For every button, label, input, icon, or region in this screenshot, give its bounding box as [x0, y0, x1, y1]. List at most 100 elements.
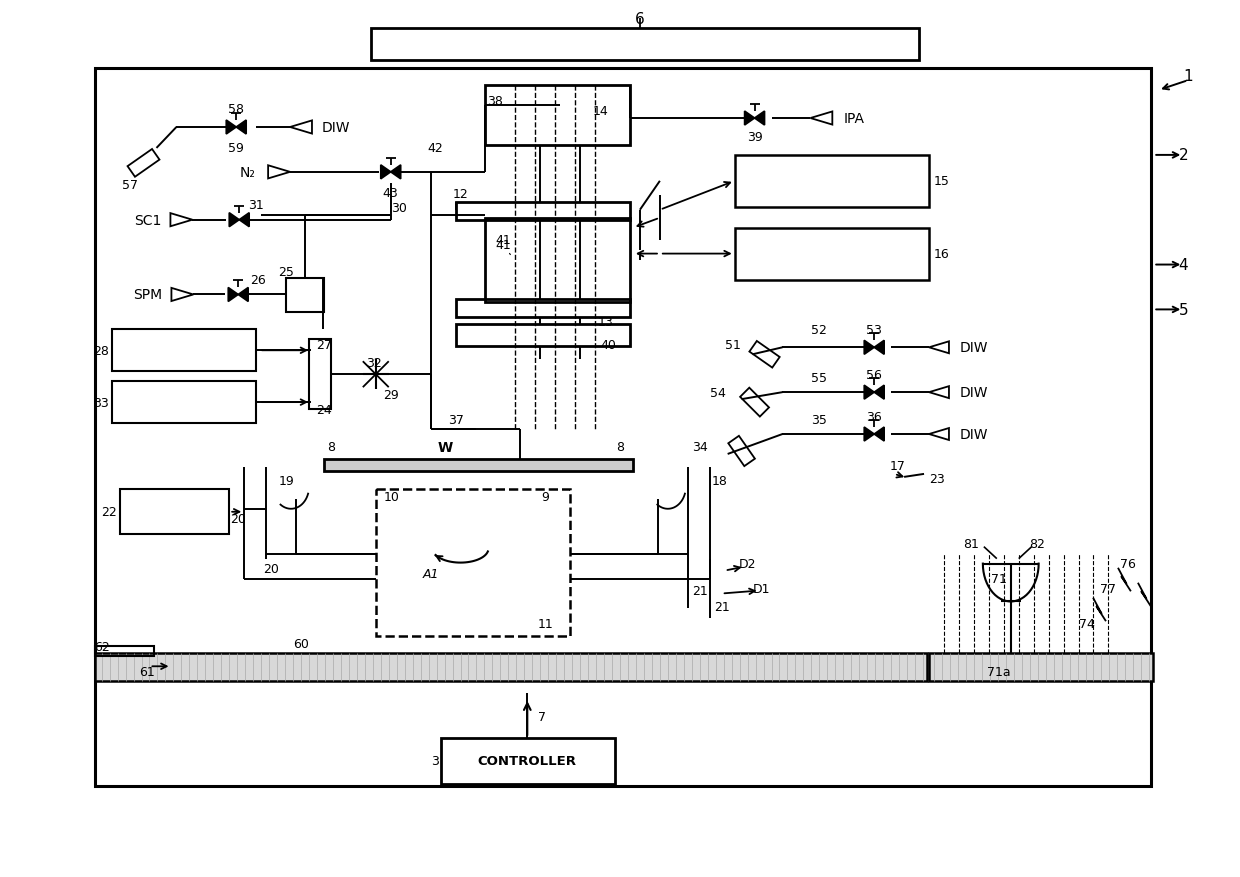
Text: 52: 52 [811, 324, 827, 337]
Text: 26: 26 [250, 274, 267, 287]
Polygon shape [391, 166, 401, 180]
Text: 39: 39 [746, 132, 763, 145]
Bar [455, 325, 630, 347]
Text: 40: 40 [600, 339, 616, 352]
Text: 21: 21 [692, 584, 708, 597]
Bar [929, 653, 1153, 681]
Text: 58: 58 [228, 103, 244, 116]
Text: 11: 11 [537, 617, 553, 631]
Text: 7: 7 [538, 709, 547, 723]
Bar [749, 341, 780, 368]
Bar [734, 228, 929, 280]
Text: 20: 20 [263, 562, 279, 575]
Text: CONTROLLER: CONTROLLER [477, 754, 577, 767]
Text: SC1: SC1 [134, 213, 161, 227]
Text: 53: 53 [867, 324, 882, 337]
Polygon shape [381, 166, 391, 180]
Text: 20: 20 [231, 513, 247, 525]
Text: 25: 25 [278, 266, 294, 279]
Bar [734, 156, 929, 208]
Text: 9: 9 [542, 491, 549, 503]
Polygon shape [864, 386, 874, 400]
Text: 74: 74 [1079, 617, 1095, 631]
Text: W: W [438, 440, 453, 454]
Text: DIW: DIW [960, 341, 988, 355]
Text: 54: 54 [709, 386, 725, 399]
Text: 8: 8 [616, 441, 624, 454]
Bar [112, 381, 257, 424]
Text: 62: 62 [94, 640, 109, 653]
Text: 35: 35 [811, 413, 827, 426]
Text: 71: 71 [991, 573, 1007, 585]
Polygon shape [874, 386, 884, 400]
Bar [376, 489, 570, 637]
Polygon shape [238, 289, 248, 302]
Bar [740, 389, 769, 417]
Text: 32: 32 [366, 356, 382, 369]
Text: 23: 23 [929, 473, 945, 486]
Text: 16: 16 [934, 248, 950, 260]
Polygon shape [228, 289, 238, 302]
Text: D1: D1 [753, 582, 770, 595]
Text: 60: 60 [293, 637, 309, 650]
Text: 34: 34 [692, 441, 708, 454]
Bar [119, 489, 229, 534]
Text: 22: 22 [100, 506, 117, 518]
Bar [94, 646, 155, 657]
Polygon shape [874, 428, 884, 441]
Text: 27: 27 [316, 339, 332, 352]
Text: 14: 14 [593, 104, 608, 118]
Text: IPA: IPA [843, 112, 864, 126]
Bar [94, 653, 928, 681]
Text: A1: A1 [423, 567, 439, 581]
Text: 76: 76 [1121, 558, 1136, 570]
Bar [728, 437, 755, 467]
Text: 4: 4 [1178, 258, 1188, 273]
Text: 3: 3 [430, 754, 439, 767]
Text: 5: 5 [1178, 303, 1188, 317]
Polygon shape [864, 341, 874, 355]
Text: 30: 30 [391, 202, 407, 215]
Text: 59: 59 [228, 142, 244, 155]
Text: D2: D2 [739, 558, 756, 570]
Text: DIW: DIW [960, 386, 988, 400]
Bar [371, 29, 919, 61]
Text: 51: 51 [724, 339, 740, 352]
Text: 1: 1 [1183, 68, 1193, 83]
Text: 42: 42 [428, 142, 444, 155]
Text: N₂: N₂ [239, 166, 255, 180]
Polygon shape [744, 112, 755, 126]
Polygon shape [864, 428, 874, 441]
Text: 61: 61 [139, 665, 154, 678]
Text: 15: 15 [934, 175, 950, 188]
Text: 71a: 71a [987, 665, 1011, 678]
Text: 82: 82 [1029, 538, 1044, 551]
Bar [485, 218, 630, 303]
Text: 2: 2 [1178, 148, 1188, 163]
Text: 24: 24 [316, 403, 332, 416]
Polygon shape [874, 341, 884, 355]
Bar [485, 86, 630, 146]
Text: 43: 43 [383, 187, 398, 200]
Text: 33: 33 [93, 396, 109, 410]
Bar [324, 460, 632, 471]
Text: 19: 19 [278, 474, 294, 488]
Text: 21: 21 [714, 600, 729, 613]
Text: SPM: SPM [133, 289, 162, 302]
Text: 36: 36 [867, 410, 882, 423]
Text: 28: 28 [93, 345, 109, 357]
Polygon shape [755, 112, 765, 126]
Bar [94, 69, 1151, 786]
Bar [128, 150, 160, 177]
Polygon shape [229, 213, 239, 227]
Text: 77: 77 [1100, 582, 1116, 595]
Text: 38: 38 [487, 95, 503, 108]
Text: 81: 81 [963, 538, 978, 551]
Text: 6: 6 [635, 11, 645, 27]
Text: 41: 41 [496, 239, 511, 255]
Text: 13: 13 [598, 316, 613, 329]
Bar [455, 300, 630, 318]
Text: 10: 10 [383, 491, 399, 503]
Text: 17: 17 [889, 460, 905, 473]
Text: 37: 37 [448, 413, 464, 426]
